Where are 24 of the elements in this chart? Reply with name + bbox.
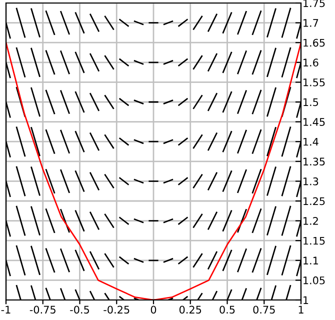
y-tick-label: 1.05 xyxy=(304,276,325,284)
y-tick-label: 1.55 xyxy=(304,78,325,86)
y-tick-label: 1.6 xyxy=(304,58,318,67)
y-tick-label: 1.25 xyxy=(304,197,325,206)
x-tick-label: -0.75 xyxy=(30,306,56,314)
y-tick-label: 1.3 xyxy=(304,177,318,186)
x-tick-label: 0.25 xyxy=(179,306,202,314)
x-tick-label: -0.5 xyxy=(70,306,90,314)
x-tick-label: 1 xyxy=(298,306,304,314)
y-tick-label: 1.7 xyxy=(304,19,318,27)
y-tick-label: 1.5 xyxy=(304,98,318,106)
y-tick-label: 1.45 xyxy=(304,118,325,126)
y-tick-label: 1.65 xyxy=(304,38,325,47)
y-tick-label: 1.15 xyxy=(304,236,325,245)
x-tick-label: -1 xyxy=(1,306,10,314)
x-tick-label: 0.75 xyxy=(253,306,275,314)
y-tick-label: 1 xyxy=(304,296,308,304)
x-tick-label: 0 xyxy=(150,306,156,314)
x-tick-label: -0.25 xyxy=(104,306,130,314)
x-tick-label: 0.5 xyxy=(220,306,235,314)
y-tick-label: 1.4 xyxy=(304,138,318,146)
y-tick-label: 1.35 xyxy=(304,158,325,166)
y-tick-label: 1.1 xyxy=(304,256,318,264)
y-tick-label: 1.2 xyxy=(304,217,318,225)
